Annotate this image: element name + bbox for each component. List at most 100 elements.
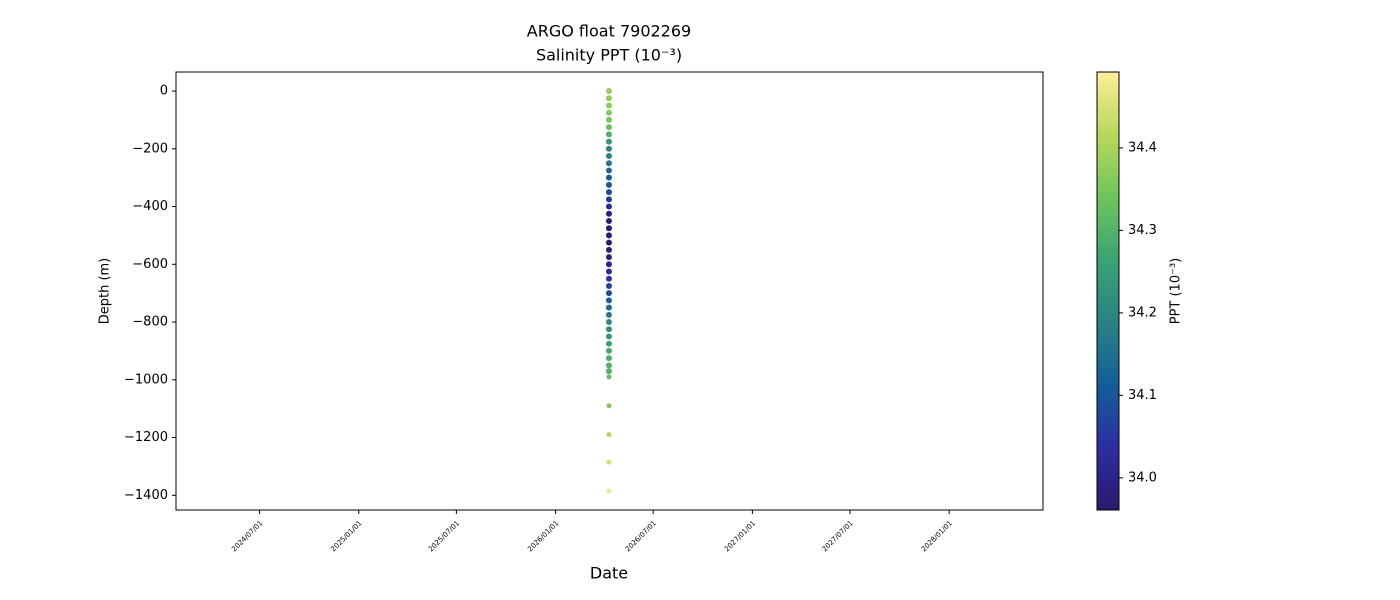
colorbar-band [1097,372,1119,376]
data-point [605,225,612,232]
colorbar-band [1097,171,1119,175]
data-point [605,138,612,145]
chart-title: ARGO float 7902269 [527,22,691,41]
data-point [605,275,612,282]
colorbar-band [1097,336,1119,340]
colorbar-band [1097,78,1119,82]
colorbar-band [1097,486,1119,490]
colorbar-band [1097,264,1119,268]
colorbar-band [1097,87,1119,91]
colorbar-band [1097,357,1119,361]
chart-subtitle: Salinity PPT (10⁻³) [536,46,682,65]
y-tick-label: −800 [132,315,168,330]
colorbar-band [1097,150,1119,154]
data-point [605,333,612,340]
colorbar-band [1097,348,1119,352]
colorbar-band [1097,225,1119,229]
colorbar-band [1097,189,1119,193]
colorbar-band [1097,345,1119,349]
colorbar-band [1097,144,1119,148]
colorbar-band [1097,396,1119,400]
colorbar-band [1097,318,1119,322]
colorbar-band [1097,423,1119,427]
colorbar-band [1097,147,1119,151]
colorbar-band [1097,186,1119,190]
data-point [605,167,612,174]
colorbar-band [1097,408,1119,412]
x-tick-label: 2027/01/01 [723,519,757,553]
colorbar-band [1097,72,1119,76]
colorbar-band [1097,210,1119,214]
data-point [606,403,612,409]
data-point [605,311,612,318]
colorbar-band [1097,354,1119,358]
colorbar-band [1097,381,1119,385]
colorbar-band [1097,141,1119,145]
colorbar-band [1097,222,1119,226]
colorbar-band [1097,249,1119,253]
colorbar-band [1097,342,1119,346]
colorbar-band [1097,216,1119,220]
colorbar-band [1097,369,1119,373]
data-point [605,319,612,326]
y-tick-label: 0 [160,84,168,99]
data-point [605,290,612,297]
data-point [605,196,612,203]
data-point [605,95,612,102]
colorbar-band [1097,417,1119,421]
colorbar-band [1097,195,1119,199]
colorbar-band [1097,399,1119,403]
data-point [605,304,612,311]
data-point [605,124,612,131]
colorbar-band [1097,444,1119,448]
colorbar-band [1097,375,1119,379]
colorbar-band [1097,300,1119,304]
colorbar-band [1097,123,1119,127]
data-point [605,232,612,239]
data-point [606,459,612,465]
colorbar-band [1097,96,1119,100]
colorbar-band [1097,267,1119,271]
data-point [605,362,612,369]
colorbar-band [1097,432,1119,436]
data-point [605,116,612,123]
colorbar-band [1097,153,1119,157]
data-point [605,145,612,152]
colorbar-band [1097,489,1119,493]
colorbar-band [1097,495,1119,499]
colorbar-band [1097,435,1119,439]
data-point [605,239,612,246]
colorbar-band [1097,135,1119,139]
colorbar-band [1097,321,1119,325]
colorbar-band [1097,327,1119,331]
colorbar-band [1097,477,1119,481]
colorbar-band [1097,363,1119,367]
colorbar-band [1097,207,1119,211]
colorbar-band [1097,360,1119,364]
colorbar-band [1097,405,1119,409]
x-tick-label: 2025/07/01 [427,519,461,553]
colorbar-band [1097,465,1119,469]
data-point [605,347,612,354]
y-tick-label: −1400 [124,488,168,503]
data-point [605,368,612,375]
colorbar-band [1097,285,1119,289]
colorbar-band [1097,411,1119,415]
colorbar-band [1097,387,1119,391]
colorbar-band [1097,471,1119,475]
colorbar-band [1097,114,1119,118]
colorbar-band [1097,105,1119,109]
colorbar-band [1097,507,1119,511]
colorbar-band [1097,132,1119,136]
colorbar-tick-label: 34.1 [1128,388,1157,403]
colorbar-band [1097,339,1119,343]
colorbar-band [1097,450,1119,454]
colorbar-band [1097,237,1119,241]
colorbar-band [1097,315,1119,319]
colorbar-band [1097,81,1119,85]
colorbar-band [1097,75,1119,79]
colorbar-band [1097,312,1119,316]
colorbar-band [1097,126,1119,130]
colorbar-band [1097,246,1119,250]
colorbar-band [1097,279,1119,283]
